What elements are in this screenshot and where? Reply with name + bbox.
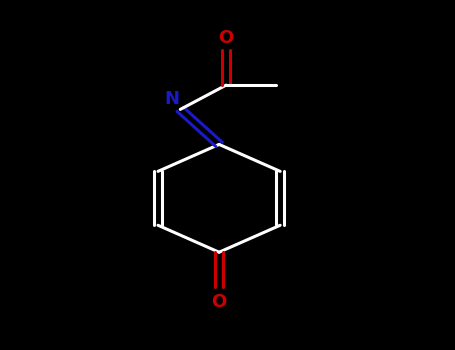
Text: N: N xyxy=(164,90,179,108)
Text: O: O xyxy=(218,29,234,47)
Text: O: O xyxy=(212,293,227,311)
